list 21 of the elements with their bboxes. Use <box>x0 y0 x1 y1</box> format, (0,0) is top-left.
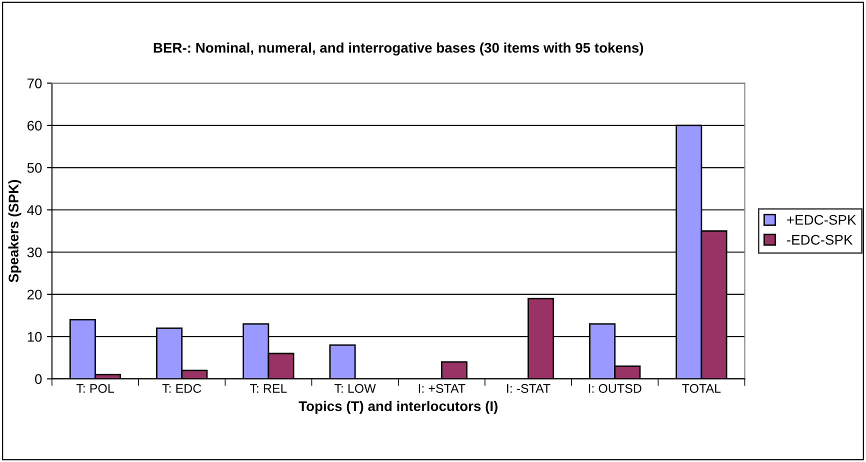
x-axis-title: Topics (T) and interlocutors (I) <box>298 400 498 414</box>
x-tick-label: I: -STAT <box>507 384 550 393</box>
x-tick-label: I: OUTSD <box>588 384 642 393</box>
y-tick-label: 10 <box>28 332 42 342</box>
chart-title: BER-: Nominal, numeral, and interrogative bases (30 items with 95 tokens) <box>154 42 644 56</box>
legend-label: +EDC-SPK <box>787 214 856 225</box>
x-tick-label: T: POL <box>76 384 114 393</box>
x-tick-label: I: +STAT <box>418 384 466 393</box>
y-tick-label: 70 <box>28 78 42 88</box>
y-tick-label: 60 <box>27 120 42 131</box>
x-tick-label: T: REL <box>250 384 287 393</box>
y-tick-label: 40 <box>27 205 42 216</box>
x-tick-label: T: LOW <box>334 384 376 393</box>
x-tick-label: TOTAL <box>682 384 721 393</box>
y-tick-label: 0 <box>35 374 42 384</box>
y-tick-label: 20 <box>27 290 42 300</box>
y-tick-label: 50 <box>27 162 42 173</box>
y-axis-title: Speakers (SPK) <box>8 180 22 282</box>
y-tick-label: 30 <box>27 247 42 258</box>
legend-label: -EDC-SPK <box>787 234 853 245</box>
x-tick-label: T: EDC <box>162 384 202 393</box>
